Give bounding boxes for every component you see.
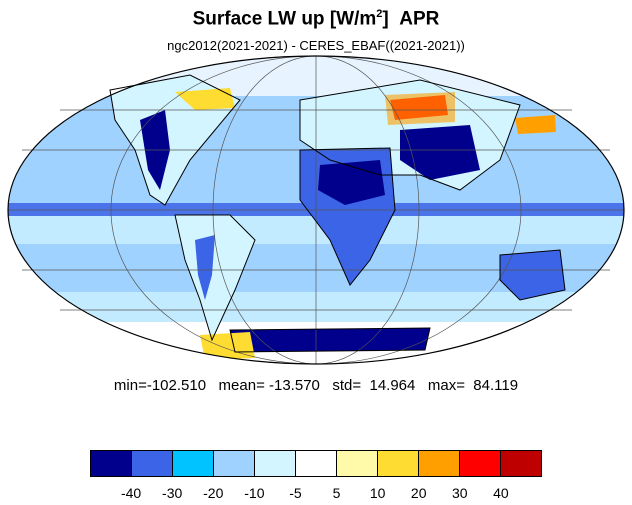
colorbar-box xyxy=(460,451,501,476)
colorbar-tick-label: 5 xyxy=(332,485,341,501)
colorbar xyxy=(90,450,542,477)
arctic-warm-east xyxy=(515,115,556,134)
title-main: Surface LW up [W/m xyxy=(192,8,377,30)
asia-cold xyxy=(400,125,480,180)
title-superscript: 2 xyxy=(376,8,383,20)
coastlines xyxy=(109,74,566,353)
colorbar-box xyxy=(337,451,378,476)
title-month: APR xyxy=(399,8,440,30)
south-america-cold xyxy=(195,235,215,300)
antarctica-cold xyxy=(230,328,430,352)
title-close-bracket: ] xyxy=(382,8,389,30)
colorbar-tick-label: -10 xyxy=(244,485,265,501)
colorbar-box xyxy=(91,451,132,476)
antarctica-warm xyxy=(200,332,255,360)
colorbar-tick-label: -5 xyxy=(289,485,302,501)
colorbar-box xyxy=(378,451,419,476)
colorbar-tick-label: 30 xyxy=(452,485,468,501)
australia-cold xyxy=(500,250,565,300)
colorbar-tick-label: 10 xyxy=(369,485,386,501)
colorbar-tick-label: -30 xyxy=(162,485,183,501)
south-america-field xyxy=(175,215,255,340)
map-border xyxy=(7,55,625,365)
colorbar-tick-label: -20 xyxy=(203,485,224,501)
chart-subtitle: ngc2012(2021-2021) - CERES_EBAF((2021-20… xyxy=(167,38,465,53)
colorbar-tick-label: 20 xyxy=(410,485,427,501)
siberia-warm-rim xyxy=(385,92,455,125)
colorbar-box xyxy=(214,451,255,476)
colorbar-box xyxy=(501,451,541,476)
colorbar-box xyxy=(419,451,460,476)
greenland-warm xyxy=(175,88,235,110)
chart-title: Surface LW up [W/m2] APR xyxy=(0,8,632,30)
colorbar-box xyxy=(255,451,296,476)
colorbar-box xyxy=(132,451,173,476)
colorbar-box xyxy=(296,451,337,476)
world-map xyxy=(7,55,625,365)
colorbar-box xyxy=(173,451,214,476)
colorbar-tick-label: -40 xyxy=(120,485,142,501)
colorbar-tick-label: 40 xyxy=(493,485,509,501)
stats-line: min=-102.510 mean= -13.570 std= 14.964 m… xyxy=(113,377,519,394)
